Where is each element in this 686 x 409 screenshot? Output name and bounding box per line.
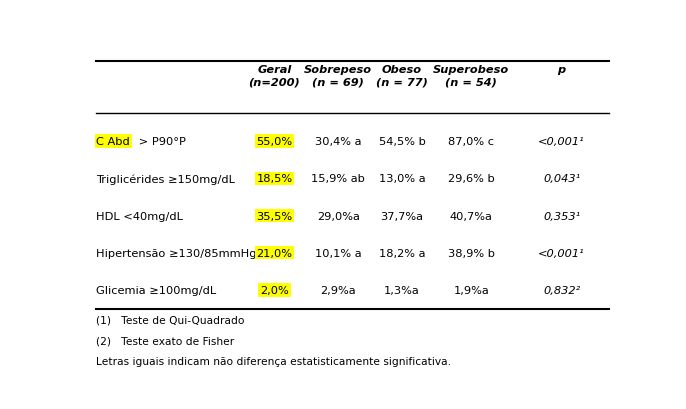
Text: Sobrepeso
(n = 69): Sobrepeso (n = 69) (304, 65, 372, 87)
Text: 35,5%: 35,5% (257, 211, 292, 221)
Text: Superobeso
(n = 54): Superobeso (n = 54) (433, 65, 509, 87)
Text: Triglicérides ≥150mg/dL: Triglicérides ≥150mg/dL (96, 173, 235, 184)
Text: 10,1% a: 10,1% a (315, 248, 362, 258)
Text: 29,6% b: 29,6% b (448, 174, 495, 184)
Text: 40,7%a: 40,7%a (450, 211, 493, 221)
Text: 0,043¹: 0,043¹ (543, 174, 580, 184)
Text: 13,0% a: 13,0% a (379, 174, 425, 184)
Text: 2,0%: 2,0% (260, 285, 289, 295)
Text: (1)   Teste de Qui-Quadrado: (1) Teste de Qui-Quadrado (96, 315, 245, 325)
Text: <0,001¹: <0,001¹ (539, 137, 585, 147)
Text: 37,7%a: 37,7%a (381, 211, 423, 221)
Text: 29,0%a: 29,0%a (317, 211, 359, 221)
Text: <0,001¹: <0,001¹ (539, 248, 585, 258)
Text: 15,9% ab: 15,9% ab (311, 174, 365, 184)
Text: Obeso
(n = 77): Obeso (n = 77) (376, 65, 428, 87)
Text: 0,353¹: 0,353¹ (543, 211, 580, 221)
Text: 1,3%a: 1,3%a (384, 285, 420, 295)
Text: Hipertensão ≥130/85mmHg: Hipertensão ≥130/85mmHg (96, 248, 257, 258)
Text: 18,5%: 18,5% (257, 174, 292, 184)
Text: 18,2% a: 18,2% a (379, 248, 425, 258)
Text: Glicemia ≥100mg/dL: Glicemia ≥100mg/dL (96, 285, 217, 295)
Text: 0,832²: 0,832² (543, 285, 580, 295)
Text: 87,0% c: 87,0% c (448, 137, 494, 147)
Text: 2,9%a: 2,9%a (320, 285, 356, 295)
Text: C Abd: C Abd (96, 137, 130, 147)
Text: 1,9%a: 1,9%a (453, 285, 489, 295)
Text: p: p (558, 65, 566, 75)
Text: 30,4% a: 30,4% a (315, 137, 362, 147)
Text: (2)   Teste exato de Fisher: (2) Teste exato de Fisher (96, 336, 235, 346)
Text: 54,5% b: 54,5% b (379, 137, 425, 147)
Text: Geral
(n=200): Geral (n=200) (248, 65, 300, 87)
Text: 55,0%: 55,0% (257, 137, 292, 147)
Text: 38,9% b: 38,9% b (448, 248, 495, 258)
Text: Letras iguais indicam não diferença estatisticamente significativa.: Letras iguais indicam não diferença esta… (96, 356, 451, 366)
Text: 21,0%: 21,0% (257, 248, 292, 258)
Text: HDL <40mg/dL: HDL <40mg/dL (96, 211, 183, 221)
Text: > P90°P: > P90°P (134, 137, 185, 147)
